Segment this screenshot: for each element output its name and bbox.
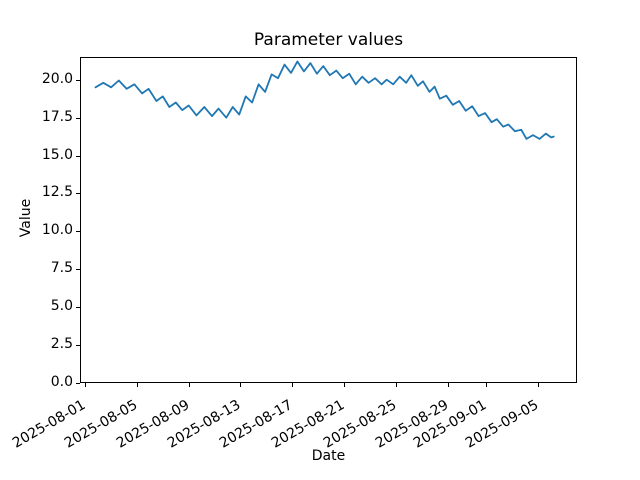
chart-title: Parameter values xyxy=(253,30,404,50)
y-tick-label: 7.5 xyxy=(50,260,73,276)
y-tick-label: 0.0 xyxy=(50,374,73,390)
axes-spines xyxy=(80,57,577,383)
data-line-parameter-values xyxy=(94,60,555,140)
y-tick-label: 15.0 xyxy=(41,147,73,163)
y-tick-label: 20.0 xyxy=(41,71,73,87)
y-axis-label: Value xyxy=(18,198,34,238)
y-tick-label: 5.0 xyxy=(50,298,73,314)
y-tick-label: 17.5 xyxy=(41,109,73,125)
y-tick-label: 2.5 xyxy=(50,336,73,352)
y-tick-label: 12.5 xyxy=(41,184,73,200)
x-axis-label: Date xyxy=(311,448,346,464)
y-tick-label: 10.0 xyxy=(41,222,73,238)
